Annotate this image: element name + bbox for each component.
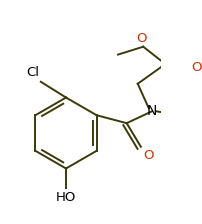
Text: O: O xyxy=(136,32,147,45)
Text: N: N xyxy=(147,104,157,118)
Text: Cl: Cl xyxy=(26,67,39,80)
Text: O: O xyxy=(191,61,202,75)
Text: O: O xyxy=(143,149,154,162)
Text: HO: HO xyxy=(56,191,76,204)
